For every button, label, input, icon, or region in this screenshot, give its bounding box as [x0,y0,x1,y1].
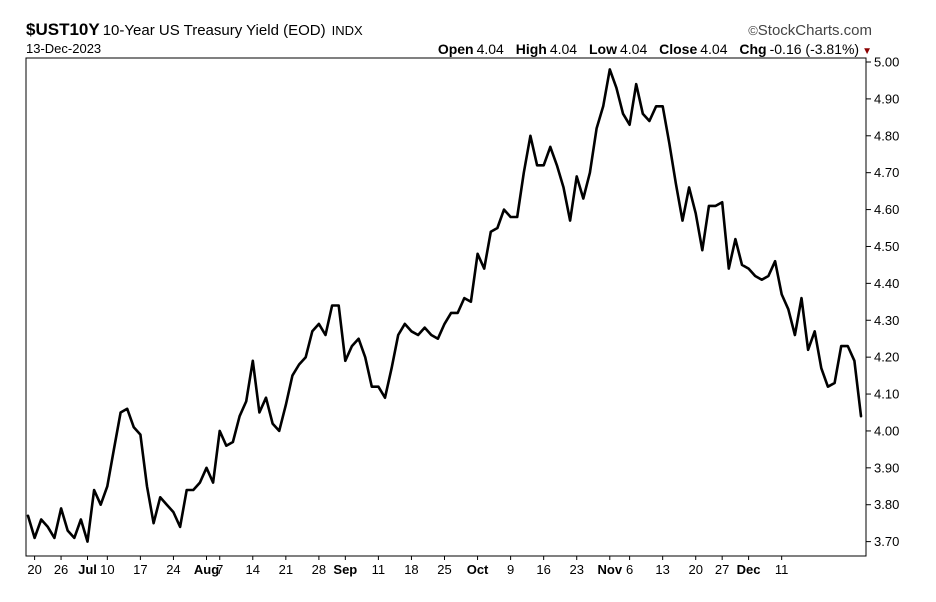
y-tick-label: 5.00 [874,55,899,70]
x-tick-label: 27 [715,562,729,577]
y-tick-label: 4.70 [874,165,899,180]
x-tick-label: Jul [78,562,97,577]
x-tick-label: 17 [133,562,147,577]
quote-summary: Open 4.04 High 4.04 Low 4.04 Close 4.04 Chg -… [430,41,872,57]
plot-frame [25,57,867,557]
series-line [26,68,863,543]
y-tick-label: 4.50 [874,239,899,254]
high-value: 4.04 [549,41,578,57]
y-tick-label: 3.80 [874,497,899,512]
x-tick-label: 14 [246,562,260,577]
x-tick-label: 21 [279,562,293,577]
chg-label: Chg [739,41,767,57]
ticker-symbol: $UST10Y [26,20,100,39]
x-tick-label: 25 [437,562,451,577]
y-tick-label: 3.90 [874,460,899,475]
y-tick-label: 4.40 [874,276,899,291]
instrument-name: 10-Year US Treasury Yield (EOD) [102,22,326,39]
close-value: 4.04 [700,41,728,57]
x-tick-label: Sep [333,562,357,577]
x-tick-label: Aug [194,562,219,577]
y-tick-label: 3.70 [874,534,899,549]
x-tick-label: 26 [54,562,68,577]
brand-logo: ©StockCharts.com [748,22,872,39]
y-tick-label: 4.10 [874,387,899,402]
x-tick-label: 11 [372,562,386,577]
y-tick-label: 4.30 [874,313,899,328]
x-tick-label: 23 [569,562,583,577]
x-tick-label: 9 [507,562,514,577]
x-tick-label: Oct [467,562,489,577]
x-tick-label: 20 [688,562,702,577]
y-axis: 5.00 4.90 4.80 4.70 4.60 4.50 4.40 4.30 4.20 4.10… [866,55,899,549]
x-tick-label: 7 [216,562,223,577]
x-tick-label: 20 [27,562,41,577]
copyright-icon: © [748,23,758,38]
x-tick-label: 28 [312,562,326,577]
y-tick-label: 4.20 [874,350,899,365]
x-tick-label: 11 [775,562,789,577]
x-tick-label: 24 [166,562,180,577]
open-value: 4.04 [476,41,504,57]
x-tick-label: 16 [536,562,550,577]
low-value: 4.04 [619,41,648,57]
x-tick-label: 6 [626,562,633,577]
x-tick-label: 10 [100,562,114,577]
x-tick-label: 13 [655,562,669,577]
close-label: Close [659,41,698,57]
high-label: High [515,41,547,57]
brand-text: StockCharts.com [757,22,872,39]
open-label: Open [437,41,474,57]
x-tick-label: Nov [597,562,622,577]
chg-value: -0.16 (-3.81%) [769,41,860,57]
y-tick-label: 4.00 [874,423,899,438]
x-tick-label: Dec [737,562,761,577]
x-tick-label: 18 [404,562,418,577]
y-tick-label: 4.80 [874,128,899,143]
chart-date: 13-Dec-2023 [26,41,102,56]
y-tick-label: 4.60 [874,202,899,217]
down-triangle-icon: ▼ [862,46,872,57]
title-row: $UST10Y 10-Year US Treasury Yield (EOD) IN… [26,20,363,40]
low-label: Low [588,41,617,57]
series-group [26,68,863,543]
y-tick-label: 4.90 [874,91,899,106]
exchange-label: INDX [331,23,363,38]
